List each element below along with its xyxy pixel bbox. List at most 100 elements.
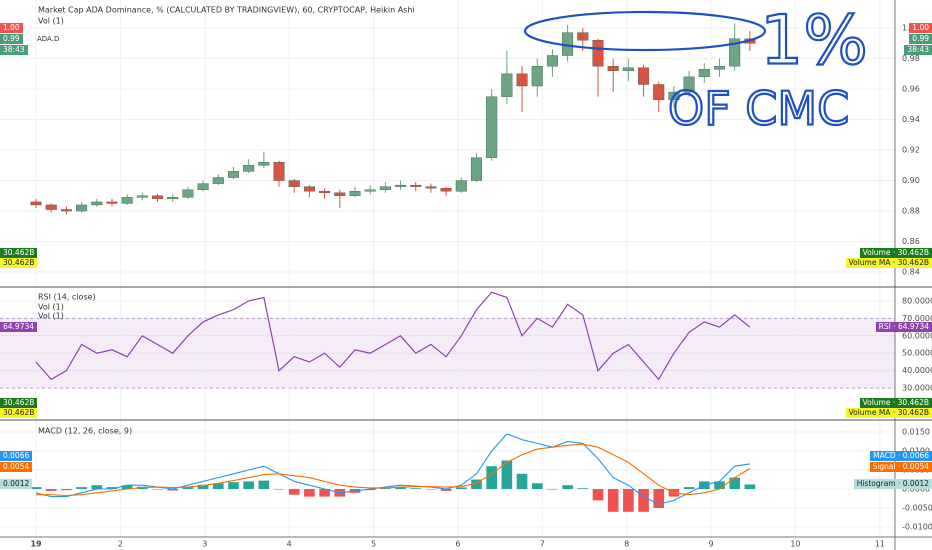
x-tick-label: 4 <box>287 540 292 549</box>
volume-ma-badge: 30.462B <box>0 408 38 418</box>
histogram-bar <box>228 482 239 490</box>
histogram-bar <box>395 487 406 490</box>
candle-body <box>152 195 164 200</box>
y-tick-label: 0.92 <box>902 146 920 155</box>
x-tick-label: 9 <box>709 540 714 549</box>
x-tick-label: 3 <box>202 540 207 549</box>
rsi-badge: RSI · 64.9734 <box>875 322 932 332</box>
histogram-bar <box>319 489 330 497</box>
candle-body <box>531 65 543 87</box>
histogram-bar <box>425 489 437 490</box>
countdown-badge: 38:43 <box>0 45 28 55</box>
candle-body <box>379 186 391 190</box>
y-tick-label: 0.0150 <box>902 428 930 437</box>
candle-body <box>425 186 437 189</box>
rsi-title: RSI (14, close) <box>38 293 96 302</box>
price-badge: 0.99 <box>909 34 932 44</box>
histogram-bar <box>61 489 72 491</box>
candle-body <box>212 177 224 184</box>
volume-badge: 30.462B <box>0 398 38 408</box>
candle-body <box>319 191 331 193</box>
candle-body <box>136 195 148 198</box>
histogram-bar <box>30 487 42 490</box>
candle-body <box>167 197 179 200</box>
histogram-bar <box>45 489 57 491</box>
y-tick-label: 0.94 <box>902 115 920 124</box>
signal-badge: 0.0054 <box>0 462 33 472</box>
macd-badge: MACD · 0.0066 <box>870 451 932 461</box>
legend-entry: Vol (1) <box>38 303 64 312</box>
y-tick-label: 50.0000 <box>902 349 932 358</box>
volume-badge: 30.462B <box>0 248 38 258</box>
y-tick-label: -0.0100 <box>902 523 932 532</box>
histogram-bar <box>364 489 376 491</box>
histogram-bar <box>380 488 391 490</box>
y-tick-label: 70.0000 <box>902 314 932 323</box>
candle-body <box>121 197 133 204</box>
y-tick-label: 0.84 <box>902 268 920 277</box>
histogram-bar <box>91 485 103 490</box>
histogram-bar <box>653 489 665 509</box>
y-tick-label: 0.98 <box>902 54 920 63</box>
y-tick-label: 0.90 <box>902 176 920 185</box>
marks-layer <box>30 23 756 512</box>
candle-body <box>395 184 407 187</box>
volume-ma-badge: Volume MA · 30.462B <box>845 258 932 268</box>
candle-body <box>106 201 118 204</box>
candle-body <box>592 40 604 67</box>
legend-entry: Vol (1) <box>38 17 64 26</box>
histogram-bar <box>547 489 558 490</box>
x-tick-label: 2 <box>118 540 123 549</box>
y-tick-label: 0.0000 <box>902 485 930 494</box>
y-tick-label: 30.0000 <box>902 384 932 393</box>
histogram-bar <box>744 484 756 490</box>
y-tick-label: 0.88 <box>902 207 920 216</box>
y-tick-label: 40.0000 <box>902 366 932 375</box>
histogram-bar <box>167 489 179 491</box>
x-tick-label: 7 <box>540 540 545 549</box>
histogram-bar <box>714 481 725 490</box>
grid-layer <box>0 0 895 537</box>
main-title: Market Cap ADA Dominance, % (CALCULATED … <box>38 6 415 15</box>
candle-body <box>227 171 239 178</box>
legend-entry: Vol (1) <box>38 312 64 321</box>
candle-body <box>653 84 665 100</box>
histogram-bar <box>531 483 543 490</box>
candle-body <box>303 186 315 192</box>
histogram-bar <box>410 488 422 490</box>
candle-body <box>470 157 482 181</box>
candle-body <box>30 201 42 206</box>
candle-body <box>729 38 741 67</box>
candle-body <box>501 73 513 97</box>
histogram-bar <box>486 466 497 490</box>
volume-badge: Volume · 30.462B <box>859 248 932 258</box>
annotation-ellipse <box>523 10 767 52</box>
symbol-badge: ADA.D <box>37 35 60 43</box>
candle-body <box>546 55 558 67</box>
histogram-bar <box>577 488 589 490</box>
y-tick-label: 60.0000 <box>902 331 932 340</box>
x-tick-label: 11 <box>875 540 885 549</box>
y-tick-label: 80.0000 <box>902 296 932 305</box>
histogram-bar <box>182 487 194 490</box>
volume-ma-badge: Volume MA · 30.462B <box>845 408 932 418</box>
histogram-bar <box>607 489 619 512</box>
histogram-bar <box>197 484 209 490</box>
candle-body <box>243 165 255 172</box>
annotation-text: 1% <box>760 2 868 81</box>
histogram-badge: 0.0012 <box>0 479 33 489</box>
y-tick-label: -0.0050 <box>902 504 932 513</box>
macd-line <box>36 443 751 497</box>
countdown-badge: 38:43 <box>904 45 932 55</box>
candle-body <box>622 67 634 71</box>
histogram-bar <box>243 481 254 490</box>
candle-body <box>273 162 285 181</box>
candle-body <box>258 162 270 166</box>
x-tick-label: 5 <box>371 540 376 549</box>
candle-body <box>698 69 710 78</box>
rsi-badge: 64.9734 <box>0 322 38 332</box>
signal-badge: Signal · 0.0054 <box>869 462 932 472</box>
